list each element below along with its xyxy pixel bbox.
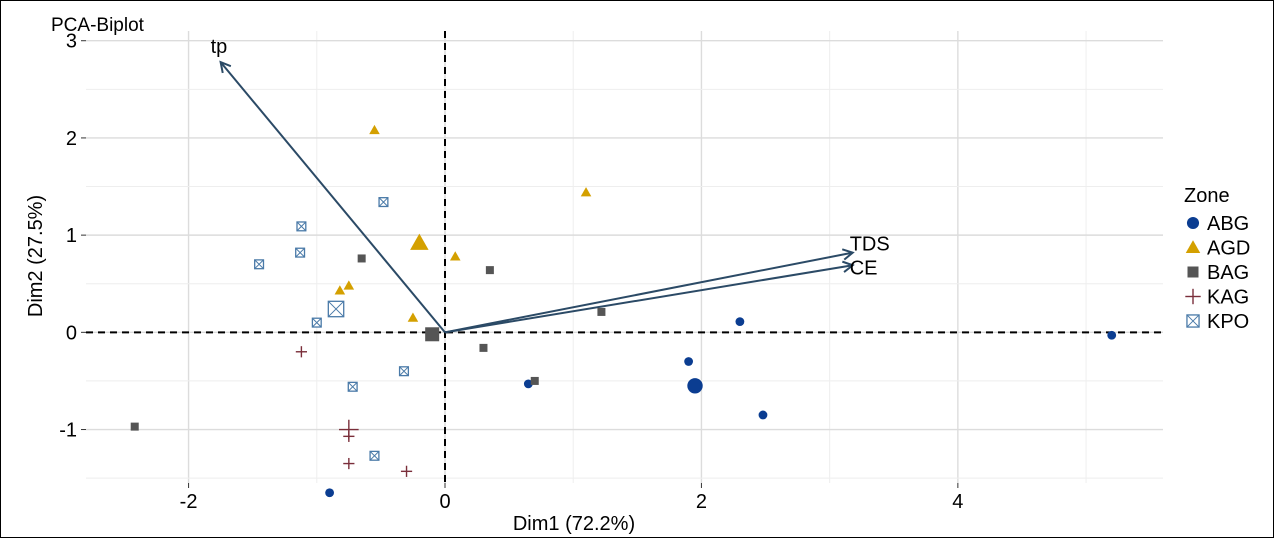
point-kpo — [295, 247, 306, 258]
point-kpo — [369, 450, 380, 461]
point-kpo — [254, 259, 265, 270]
point-abg — [758, 410, 768, 420]
point-agd — [407, 312, 419, 322]
point-kpo-d2 — [369, 451, 380, 461]
vector-arrowhead-ce — [842, 260, 855, 273]
centroid-kag — [339, 419, 359, 440]
legend-item-bag: BAG — [1187, 262, 1249, 284]
chart-title: PCA-Biplot — [51, 15, 145, 36]
x-tick-label: 2 — [696, 491, 707, 513]
point-bag — [597, 307, 606, 316]
legend-label-abg: ABG — [1207, 213, 1249, 235]
vector-label-tp: tp — [211, 36, 228, 58]
legend-label-agd: AGD — [1207, 238, 1250, 260]
y-axis-title: Dim2 (27.5%) — [25, 195, 47, 317]
legend-label-bag: BAG — [1207, 262, 1249, 284]
point-agd — [449, 251, 461, 261]
centroid-agd — [410, 233, 429, 250]
x-tick-label: 0 — [439, 491, 450, 513]
legend-marker-abg — [1186, 216, 1200, 230]
vector-arrowhead-tp — [219, 60, 232, 74]
data-points — [130, 124, 1117, 498]
point-kpo-d2 — [254, 259, 264, 270]
point-bag — [479, 343, 488, 352]
point-abg — [684, 357, 694, 366]
x-tick-label: 4 — [952, 491, 963, 513]
centroid-bag — [425, 327, 440, 342]
legend-marker-kpo — [1186, 314, 1200, 328]
point-bag — [485, 266, 494, 275]
point-kpo-d2 — [296, 221, 307, 232]
y-tick-label: 2 — [66, 128, 77, 150]
legend-marker-kag — [1185, 288, 1201, 305]
grid — [86, 31, 1163, 483]
x-tick-label: -2 — [180, 491, 198, 513]
point-kag — [343, 457, 355, 470]
legend-item-kag: KAG — [1185, 287, 1249, 309]
point-abg — [325, 488, 335, 498]
point-bag — [357, 254, 366, 263]
point-bag — [530, 376, 539, 385]
vector-label-ce: CE — [850, 257, 878, 279]
point-abg — [523, 379, 533, 389]
legend-item-agd: AGD — [1185, 238, 1250, 260]
point-agd — [580, 187, 592, 197]
centroid-abg — [687, 378, 703, 394]
point-abg — [735, 317, 745, 327]
legend-marker-kpo-d2 — [1186, 314, 1200, 328]
legend-marker-agd — [1185, 240, 1201, 253]
point-kpo — [311, 317, 322, 328]
centroid-kpo — [327, 300, 345, 318]
reference-lines — [86, 31, 1163, 483]
point-kpo-d2 — [312, 317, 322, 328]
point-kag — [295, 346, 307, 358]
point-kpo — [378, 197, 389, 208]
y-tick-label: -1 — [59, 420, 77, 442]
legend-item-kpo: KPO — [1186, 311, 1249, 333]
legend-item-abg: ABG — [1186, 213, 1249, 235]
vector-label-tds: TDS — [850, 234, 890, 256]
x-axis-title: Dim1 (72.2%) — [513, 513, 635, 535]
vector-arrowhead-tds — [841, 248, 855, 261]
vector-tp — [219, 61, 446, 333]
vector-ce — [444, 264, 853, 334]
point-kpo — [296, 221, 307, 232]
point-kag — [400, 465, 413, 477]
point-agd — [334, 285, 346, 295]
point-kpo-d2 — [347, 382, 358, 392]
point-kpo — [347, 381, 358, 392]
centroid-kpo-d2 — [327, 300, 345, 318]
vector-tds — [444, 251, 853, 334]
point-agd — [369, 124, 380, 135]
legend-label-kag: KAG — [1207, 287, 1249, 309]
legend-title: Zone — [1184, 185, 1230, 207]
y-tick-label: 3 — [66, 31, 77, 53]
point-kpo-d2 — [378, 197, 389, 207]
legend-label-kpo: KPO — [1207, 311, 1249, 333]
point-kpo-d2 — [399, 366, 409, 376]
point-bag — [130, 422, 139, 431]
point-kpo — [398, 366, 410, 377]
axes: -2 0 2 4 -1 0 1 2 3 — [59, 31, 963, 513]
y-tick-label: 1 — [66, 225, 77, 247]
legend-marker-bag — [1187, 266, 1199, 278]
y-tick-label: 0 — [66, 322, 77, 344]
point-agd — [343, 280, 355, 290]
point-abg — [1107, 330, 1117, 340]
point-kpo-d2 — [295, 247, 305, 258]
